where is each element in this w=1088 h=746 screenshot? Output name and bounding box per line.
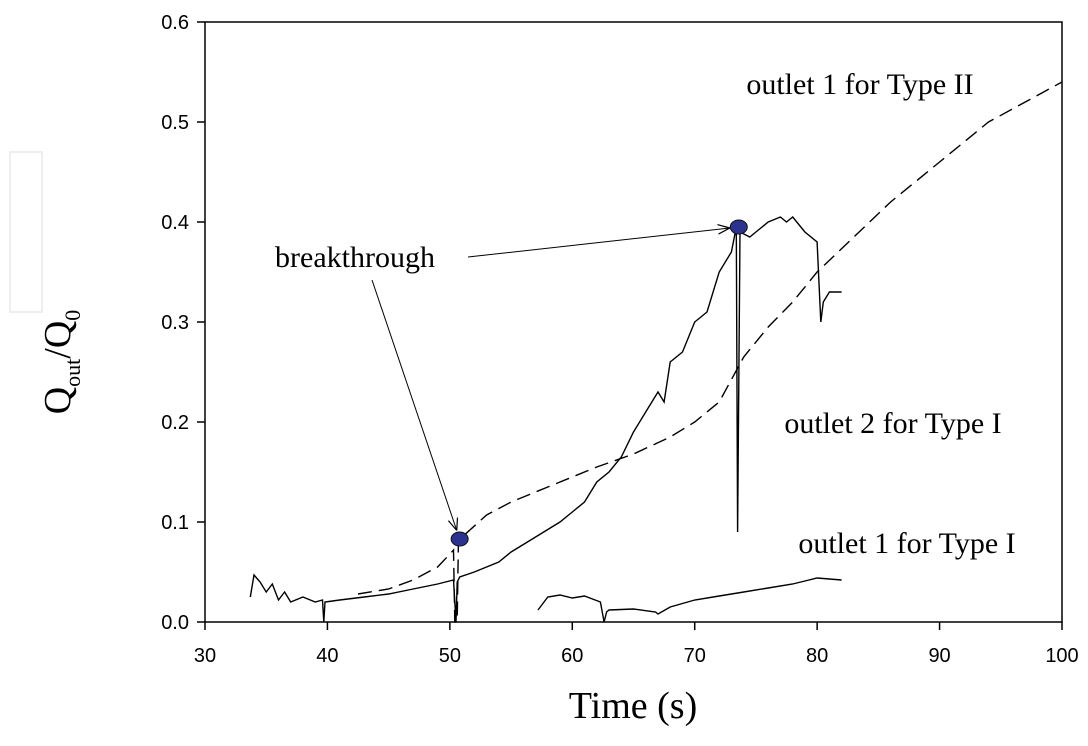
series-line — [249, 216, 842, 623]
x-axis-label: Time (s) — [569, 685, 697, 727]
series-line — [357, 81, 1063, 623]
x-tick-label: 90 — [928, 645, 950, 667]
y-label-main: Q — [37, 387, 79, 414]
breakthrough-marker — [450, 531, 469, 547]
series-line — [537, 577, 842, 623]
y-tick-label: 0.6 — [161, 12, 189, 34]
y-label-sub: out — [60, 359, 85, 387]
series-label: outlet 2 for Type I — [784, 407, 1001, 440]
x-tick-label: 70 — [684, 645, 706, 667]
x-tick-label: 60 — [561, 645, 583, 667]
series-label: outlet 1 for Type II — [746, 68, 973, 101]
artifact-box — [9, 151, 43, 313]
x-tick-label: 40 — [316, 645, 338, 667]
y-tick-label: 0.4 — [161, 212, 189, 234]
y-label-sub: 0 — [60, 310, 85, 321]
series-label: outlet 1 for Type I — [798, 527, 1015, 560]
y-tick-label: 0.0 — [161, 612, 189, 634]
x-tick-label: 100 — [1045, 645, 1078, 667]
x-tick-label: 80 — [806, 645, 828, 667]
y-tick-label: 0.5 — [161, 112, 189, 134]
x-tick-label: 30 — [194, 645, 216, 667]
y-axis-label: Qout/Q0 — [37, 310, 85, 415]
y-tick-label: 0.2 — [161, 412, 189, 434]
annotation-arrow — [467, 228, 730, 258]
breakthrough-marker — [729, 219, 748, 235]
y-label-main: /Q — [37, 321, 79, 359]
y-tick-label: 0.3 — [161, 312, 189, 334]
x-tick-label: 50 — [439, 645, 461, 667]
annotation-arrow — [371, 279, 457, 530]
y-tick-label: 0.1 — [161, 512, 189, 534]
annotation: breakthrough — [275, 241, 435, 274]
